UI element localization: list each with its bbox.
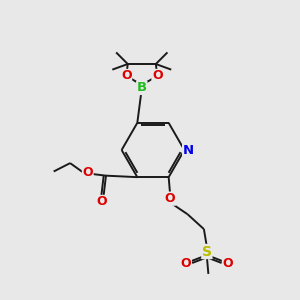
- Text: O: O: [223, 257, 233, 270]
- Text: O: O: [165, 192, 176, 205]
- Text: N: N: [183, 143, 194, 157]
- Text: O: O: [181, 257, 191, 270]
- Text: O: O: [152, 70, 163, 83]
- Text: O: O: [121, 70, 132, 83]
- Text: O: O: [82, 166, 93, 179]
- Text: O: O: [97, 195, 107, 208]
- Text: B: B: [137, 81, 147, 94]
- Text: S: S: [202, 244, 212, 259]
